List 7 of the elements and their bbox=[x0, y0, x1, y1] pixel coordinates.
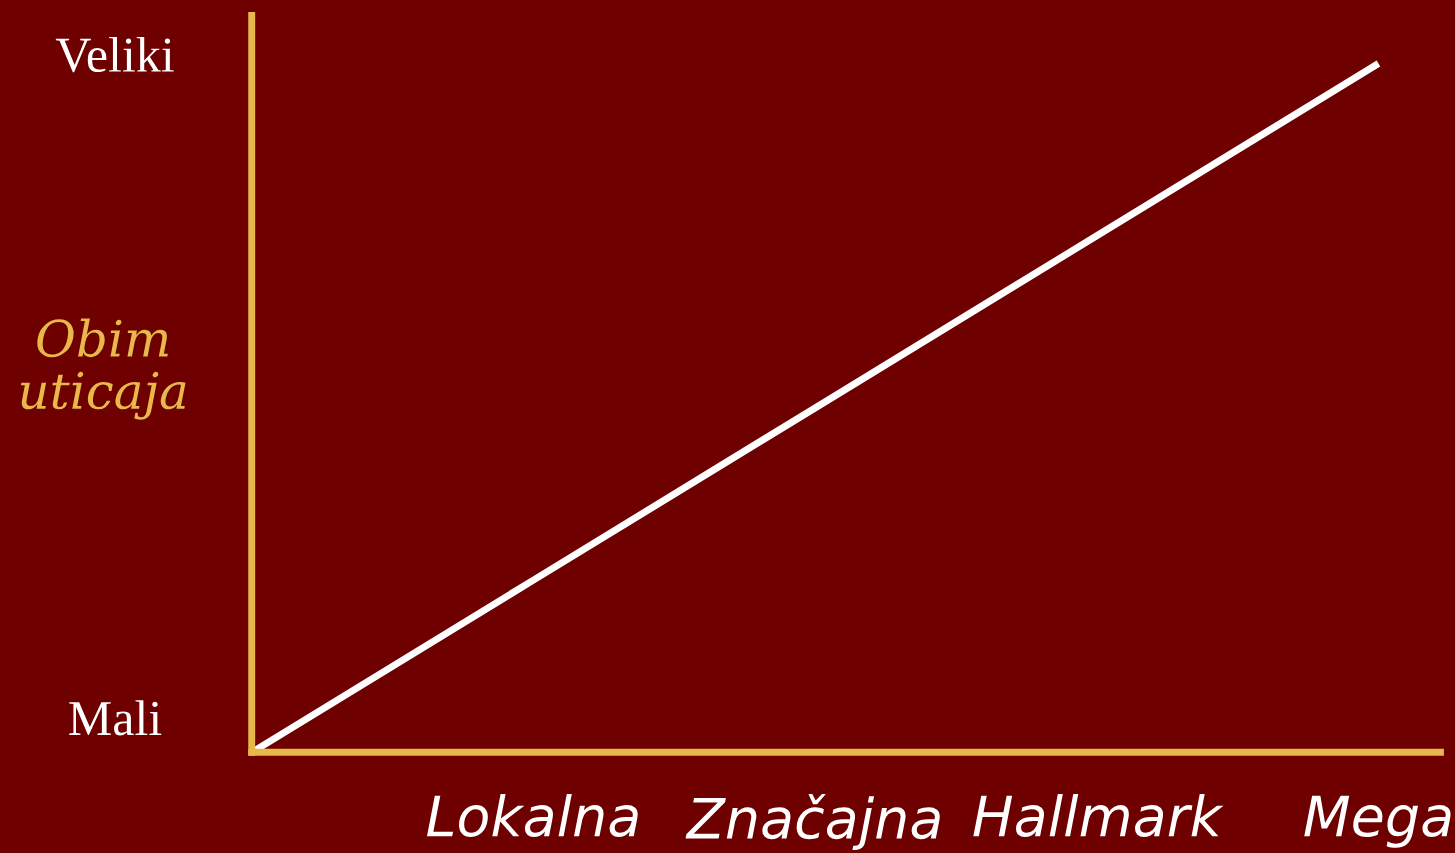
y-axis-title: Obim uticaja bbox=[20, 318, 186, 420]
text: Mali bbox=[69, 700, 162, 736]
text: Veliki bbox=[55, 36, 174, 73]
x-tick-label: Značajna bbox=[685, 794, 940, 850]
x-tick-label: Hallmark bbox=[973, 794, 1224, 838]
x-tick-label: Mega bbox=[1304, 795, 1451, 848]
x-tick-label: Lokalna bbox=[426, 794, 638, 838]
